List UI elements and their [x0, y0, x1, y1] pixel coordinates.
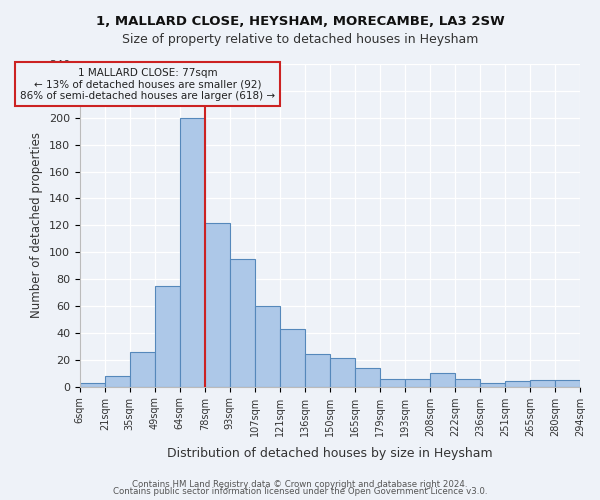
Bar — [255, 306, 280, 386]
Bar — [105, 376, 130, 386]
Text: 1 MALLARD CLOSE: 77sqm
← 13% of detached houses are smaller (92)
86% of semi-det: 1 MALLARD CLOSE: 77sqm ← 13% of detached… — [20, 68, 275, 101]
Bar — [305, 354, 330, 386]
Bar — [155, 286, 180, 386]
Y-axis label: Number of detached properties: Number of detached properties — [30, 132, 43, 318]
Bar — [80, 382, 105, 386]
Bar — [280, 329, 305, 386]
Bar — [380, 378, 405, 386]
Text: Contains HM Land Registry data © Crown copyright and database right 2024.: Contains HM Land Registry data © Crown c… — [132, 480, 468, 489]
Bar — [130, 352, 155, 386]
Bar — [405, 378, 430, 386]
Bar — [180, 118, 205, 386]
Bar — [205, 222, 230, 386]
Bar — [230, 259, 255, 386]
Text: Size of property relative to detached houses in Heysham: Size of property relative to detached ho… — [122, 32, 478, 46]
Bar — [430, 373, 455, 386]
Bar — [530, 380, 555, 386]
Bar — [480, 382, 505, 386]
Bar — [555, 380, 580, 386]
Text: Contains public sector information licensed under the Open Government Licence v3: Contains public sector information licen… — [113, 488, 487, 496]
Bar — [330, 358, 355, 386]
Bar — [455, 378, 480, 386]
Bar — [505, 382, 530, 386]
X-axis label: Distribution of detached houses by size in Heysham: Distribution of detached houses by size … — [167, 447, 493, 460]
Text: 1, MALLARD CLOSE, HEYSHAM, MORECAMBE, LA3 2SW: 1, MALLARD CLOSE, HEYSHAM, MORECAMBE, LA… — [95, 15, 505, 28]
Bar — [355, 368, 380, 386]
